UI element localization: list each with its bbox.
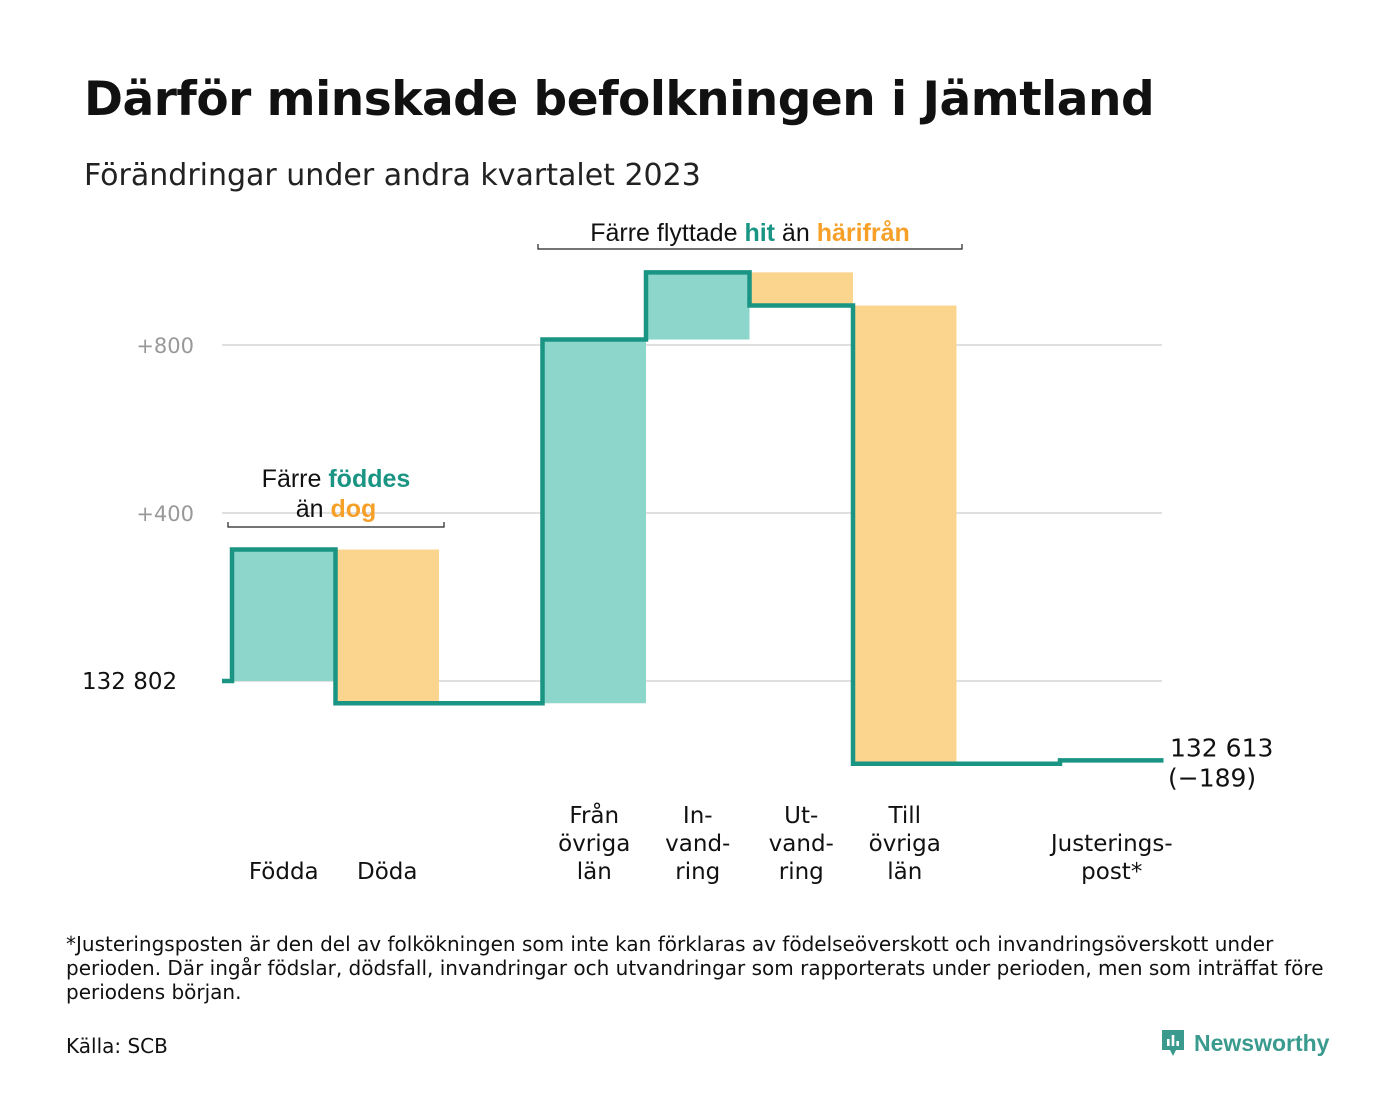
migration-annotation-teal-segment: hit (744, 219, 775, 247)
category-label-till-ovriga-lan: län (887, 859, 922, 885)
source-label: Källa: SCB (66, 1034, 168, 1058)
bar-fran-ovriga-lan (542, 339, 646, 704)
category-label-doda: Döda (357, 859, 417, 885)
cumulative-step-line (222, 270, 1164, 766)
category-label-invandring: In- (683, 803, 713, 829)
births-deaths-annotation-orange-segment: dog (330, 495, 376, 523)
y-tick-label: +800 (136, 334, 194, 358)
births-deaths-annotation-plain-segment: än (296, 495, 331, 523)
category-label-till-ovriga-lan: övriga (869, 831, 941, 857)
chart-title: Därför minskade befolkningen i Jämtland (84, 72, 1155, 127)
births-deaths-annotation-bracket (227, 522, 445, 528)
category-label-till-ovriga-lan: Till (887, 803, 921, 829)
births-deaths-annotation-text: än dog (296, 495, 377, 523)
category-label-fran-ovriga-lan: övriga (558, 831, 630, 857)
bar-till-ovriga-lan (853, 305, 957, 764)
births-deaths-annotation-plain-segment: Färre (262, 465, 329, 493)
category-label-fran-ovriga-lan: län (577, 859, 612, 885)
end-change-label: (−189) (1168, 763, 1256, 792)
migration-annotation-text: Färre flyttade hit än härifrån (590, 219, 910, 247)
start-value-label: 132 802 (82, 669, 177, 695)
bar-fodda (232, 549, 336, 681)
newsworthy-logo-icon (1162, 1030, 1184, 1056)
migration-annotation-plain-segment: Färre flyttade (590, 219, 744, 247)
newsworthy-logo[interactable]: Newsworthy (1160, 1028, 1329, 1058)
migration-annotation-bracket (537, 244, 963, 250)
category-label-utvandring: ring (779, 859, 824, 885)
category-label-fodda: Födda (249, 859, 319, 885)
bar-utvandring (749, 272, 853, 306)
migration-annotation-orange-segment: härifrån (817, 219, 910, 247)
category-label-invandring: vand- (665, 831, 730, 857)
y-tick-label: +400 (136, 502, 194, 526)
births-deaths-annotation-teal-segment: föddes (328, 465, 410, 493)
category-label-fran-ovriga-lan: Från (569, 801, 619, 829)
brand-name: Newsworthy (1194, 1029, 1330, 1056)
category-label-invandring: ring (675, 859, 720, 885)
migration-annotation-plain-segment: än (775, 219, 817, 247)
category-label-justeringspost: Justerings- (1049, 831, 1173, 857)
end-value-label: 132 613 (1170, 733, 1273, 762)
category-label-utvandring: vand- (769, 831, 834, 857)
bar-invandring (646, 272, 750, 340)
bar-doda (335, 549, 439, 704)
chart-subtitle: Förändringar under andra kvartalet 2023 (84, 158, 701, 193)
footnote: *Justeringsposten är den del av folkökni… (66, 932, 1324, 1004)
births-deaths-annotation-text: Färre föddes (262, 465, 411, 493)
category-label-justeringspost: post* (1081, 859, 1142, 885)
category-label-utvandring: Ut- (784, 803, 818, 829)
